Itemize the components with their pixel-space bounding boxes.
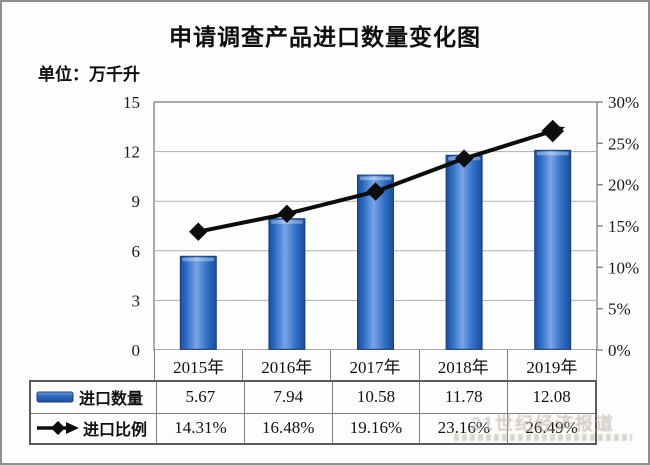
table-value: 26.49%: [507, 412, 595, 443]
table-value: 5.67: [156, 382, 244, 413]
bar-2017年: [357, 174, 394, 350]
right-axis-tick-label: 25%: [608, 134, 639, 153]
right-axis-tick-label: 10%: [608, 258, 639, 277]
legend-label: 进口数量: [79, 391, 144, 409]
legend-item-import-quantity: 进口数量: [31, 382, 156, 413]
left-axis-tick-label: 6: [132, 242, 141, 261]
right-axis-tick-label: 0%: [608, 341, 631, 360]
bar-2018年: [445, 154, 483, 350]
table-value: 12.08: [507, 382, 595, 413]
legend-label: 进口比例: [83, 422, 148, 440]
right-axis-tick-label: 20%: [608, 176, 639, 195]
x-axis-label: 2017年: [331, 350, 420, 380]
bar-top-highlight: [536, 151, 569, 156]
bar-2019年: [534, 149, 572, 350]
legend-item-import-ratio: 进口比例: [31, 412, 156, 444]
line-point-2016年: [277, 204, 297, 223]
bar-top-highlight: [359, 176, 392, 181]
bar-2015年: [179, 255, 217, 350]
table-value: 14.31%: [156, 412, 244, 443]
line-legend-icon: [37, 421, 79, 436]
line-point-2015年: [189, 222, 208, 241]
left-axis-tick-label: 3: [132, 291, 141, 310]
bar-2016年: [268, 218, 306, 350]
right-axis-tick-label: 30%: [608, 93, 639, 112]
chart-title: 申请调查产品进口数量变化图: [169, 24, 481, 50]
table-value: 11.78: [419, 382, 507, 413]
right-axis-tick-label: 5%: [608, 300, 631, 319]
right-axis-tick-label: 15%: [608, 217, 639, 236]
table-value: 7.94: [243, 382, 332, 413]
x-axis-category-row: 2015年 2016年 2017年 2018年 2019年: [154, 350, 597, 380]
line-point-2017年: [366, 182, 385, 201]
x-axis-label: 2015年: [155, 350, 244, 380]
left-axis-tick-label: 9: [132, 192, 141, 211]
table-value: 10.58: [331, 382, 420, 413]
line-point-2018年: [454, 149, 474, 168]
unit-label: 单位：万千升: [38, 65, 140, 84]
bar-top-highlight: [182, 257, 215, 262]
table-value: 16.48%: [243, 412, 332, 443]
left-axis-tick-label: 15: [123, 93, 140, 112]
x-axis-label: 2019年: [526, 357, 578, 377]
data-table: 进口数量 5.67 7.94 10.58 11.78 12.08 进口比例 14…: [29, 380, 597, 445]
table-value: 23.16%: [419, 412, 508, 443]
table-value: 19.16%: [331, 412, 420, 443]
left-axis-tick-label: 12: [123, 143, 140, 162]
left-axis-tick-label: 0: [132, 341, 141, 360]
x-axis-label: 2016年: [243, 350, 332, 380]
x-axis-label: 2018年: [420, 350, 508, 380]
bar-legend-icon: [36, 391, 74, 403]
